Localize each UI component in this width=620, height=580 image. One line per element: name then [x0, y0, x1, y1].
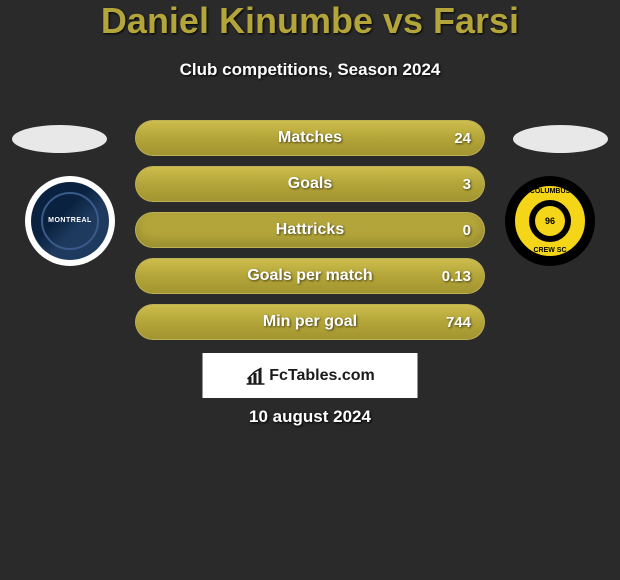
stat-label: Min per goal [135, 304, 485, 340]
subtitle: Club competitions, Season 2024 [0, 60, 620, 80]
ring-icon: COLUMBUS CREW SC 96 [511, 182, 589, 260]
club-left-label: MONTREAL [48, 217, 92, 225]
shield-icon: MONTREAL [31, 182, 109, 260]
stat-label: Matches [135, 120, 485, 156]
stat-row: Hattricks0 [135, 212, 485, 248]
stat-value: 0.13 [442, 258, 471, 294]
stat-row: Goals3 [135, 166, 485, 202]
stat-label: Hattricks [135, 212, 485, 248]
chart-icon [245, 367, 265, 385]
stat-label: Goals [135, 166, 485, 202]
club-badge-right: COLUMBUS CREW SC 96 [505, 176, 595, 266]
page-title: Daniel Kinumbe vs Farsi [0, 0, 620, 42]
club-badge-left: MONTREAL [25, 176, 115, 266]
date-label: 10 august 2024 [0, 407, 620, 427]
player-left-oval [12, 125, 107, 153]
stat-value: 744 [446, 304, 471, 340]
stat-row: Goals per match0.13 [135, 258, 485, 294]
club-right-bottom-text: CREW SC [533, 247, 566, 254]
comparison-infographic: Daniel Kinumbe vs Farsi Club competition… [0, 0, 620, 580]
stat-value: 3 [463, 166, 471, 202]
stat-value: 0 [463, 212, 471, 248]
club-right-center: 96 [535, 206, 565, 236]
brand-badge: FcTables.com [203, 353, 418, 398]
club-right-top-text: COLUMBUS [530, 188, 570, 195]
brand-label: FcTables.com [269, 367, 375, 385]
stat-label: Goals per match [135, 258, 485, 294]
stat-row: Min per goal744 [135, 304, 485, 340]
stat-value: 24 [454, 120, 471, 156]
player-right-oval [513, 125, 608, 153]
stat-row: Matches24 [135, 120, 485, 156]
stats-container: Matches24 Goals3 Hattricks0 Goals per match… [135, 120, 485, 350]
